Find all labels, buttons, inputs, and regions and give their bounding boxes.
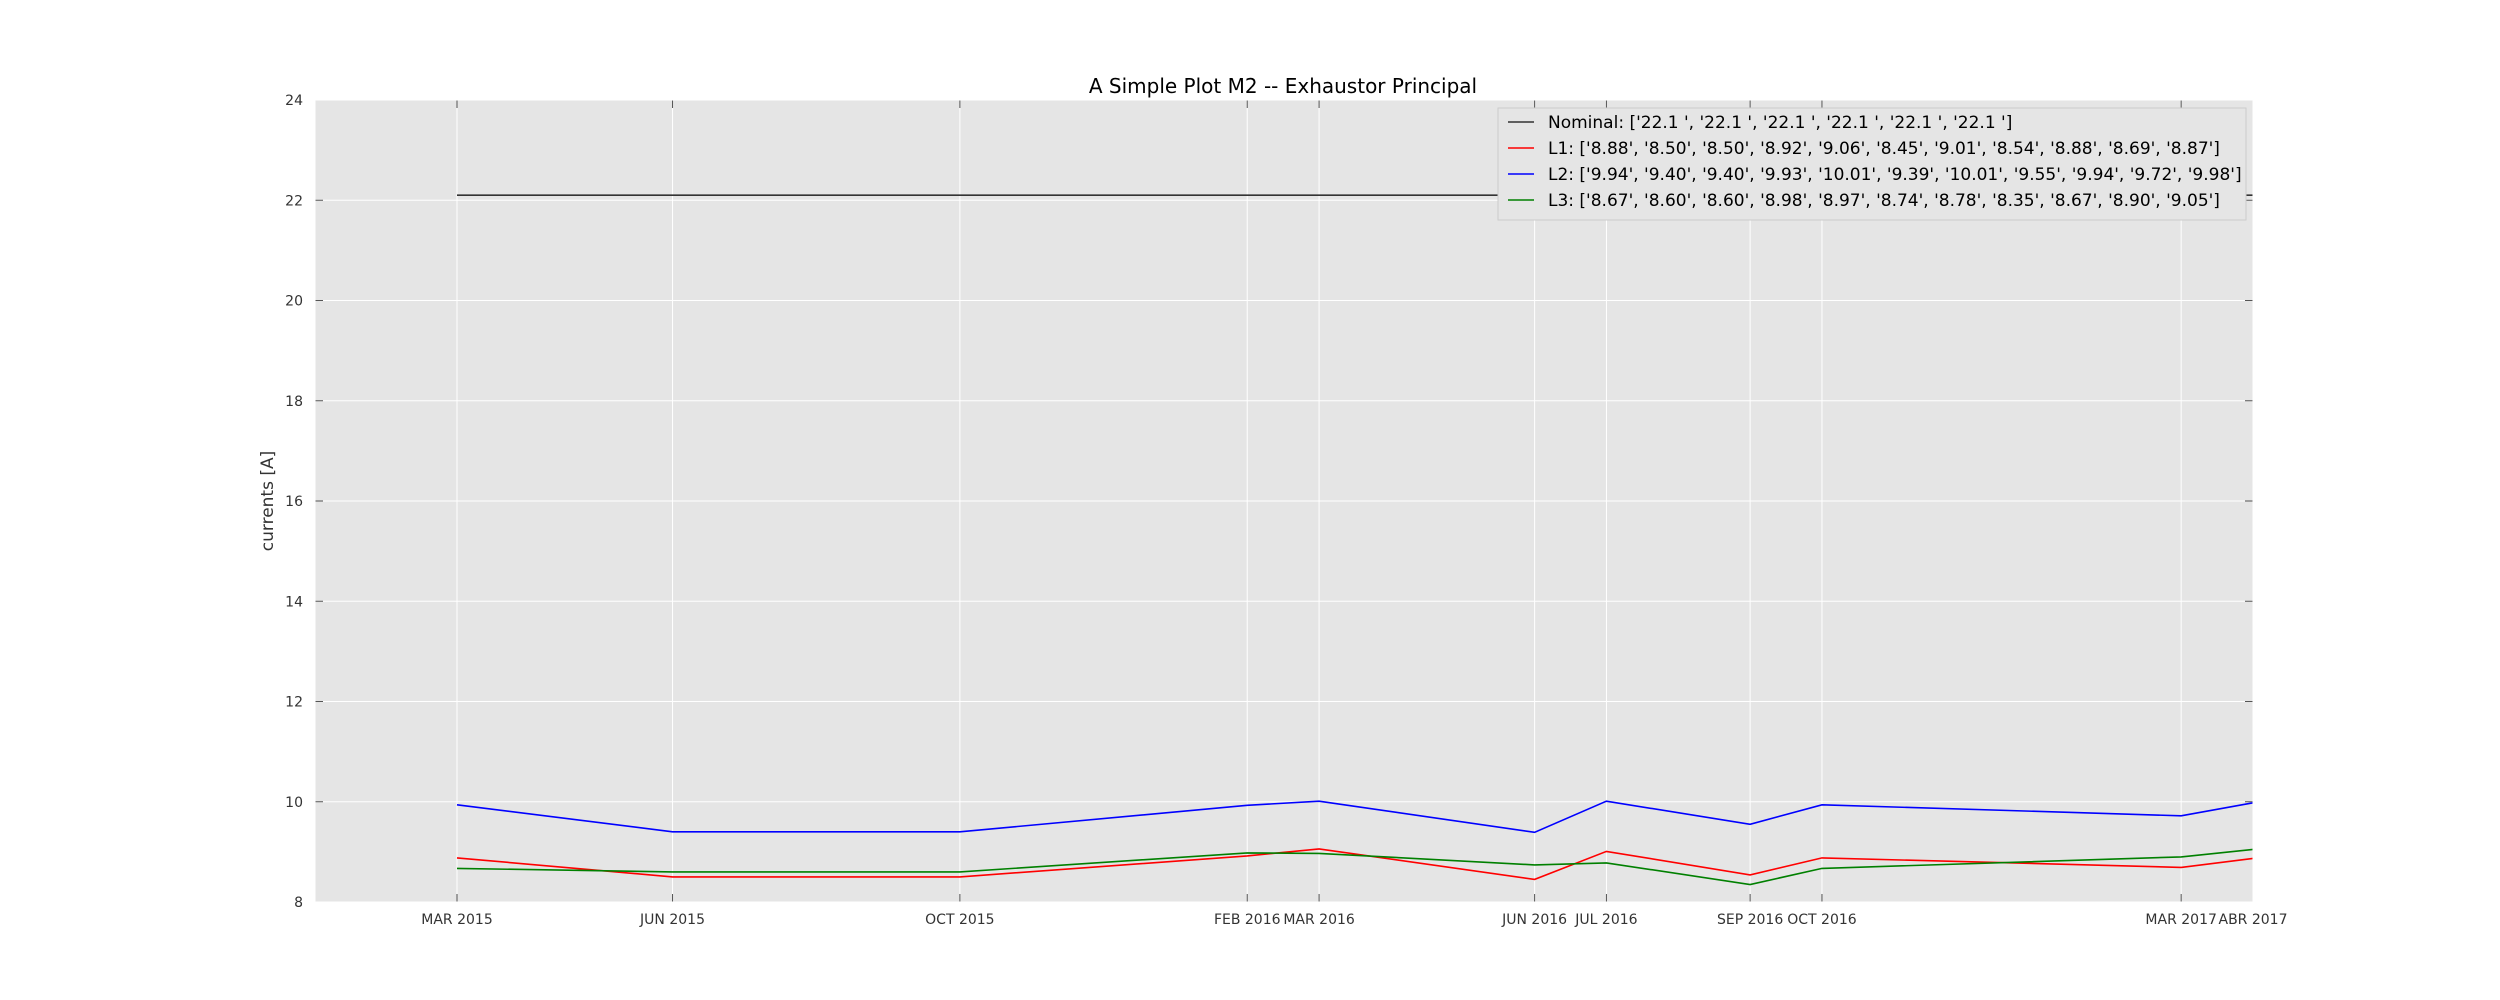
- series-line-l2: [456, 800, 2254, 834]
- x-tick-label: MAR 2015: [421, 912, 492, 928]
- y-tick-label: 16: [285, 494, 303, 510]
- series-line-l3: [456, 848, 2254, 886]
- chart-title: A Simple Plot M2 -- Exhaustor Principal: [1089, 74, 1477, 98]
- y-tick-label: 24: [285, 93, 303, 109]
- series-line-l1: [456, 848, 2254, 881]
- x-tick-label: OCT 2015: [925, 912, 994, 928]
- y-axis-label: currents [A]: [258, 451, 278, 551]
- y-tick-label: 20: [285, 294, 303, 310]
- legend-entry-l2: L2: ['9.94', '9.40', '9.40', '9.93', '10…: [1548, 165, 2242, 185]
- x-tick-label: FEB 2016: [1214, 912, 1281, 928]
- x-tick-label: JUL 2016: [1574, 912, 1637, 928]
- plot-frame: [314, 99, 2254, 903]
- x-tick-label: OCT 2016: [1787, 912, 1857, 928]
- x-tick-label: MAR 2016: [1283, 912, 1355, 928]
- x-tick-label: JUN 2016: [1501, 912, 1567, 928]
- y-tick-label: 10: [285, 795, 303, 811]
- y-tick-label: 14: [285, 594, 303, 610]
- legend-entry-l1: L1: ['8.88', '8.50', '8.50', '8.92', '9.…: [1548, 139, 2220, 159]
- legend-entry-l3: L3: ['8.67', '8.60', '8.60', '8.98', '8.…: [1548, 191, 2220, 211]
- x-tick-label: JUN 2015: [639, 912, 705, 928]
- x-tick-label: SEP 2016: [1717, 912, 1783, 928]
- y-tick-label: 18: [285, 394, 303, 410]
- tick-layer: 8 10 12 14 16 18 20 22 24 MAR 2015 JUN 2015 OCT 201…: [285, 93, 2287, 928]
- legend-box: [1497, 107, 2247, 221]
- y-tick-label: 8: [294, 895, 303, 911]
- legend: Nominal: ['22.1 ', '22.1 ', '22.1 ', '22…: [1497, 107, 2247, 221]
- legend-entry-nominal: Nominal: ['22.1 ', '22.1 ', '22.1 ', '22…: [1548, 113, 2012, 133]
- y-tick-label: 12: [285, 695, 303, 711]
- x-tick-label: MAR 2017: [2145, 912, 2216, 928]
- x-tick-label: ABR 2017: [2219, 912, 2288, 928]
- y-tick-label: 22: [285, 193, 303, 209]
